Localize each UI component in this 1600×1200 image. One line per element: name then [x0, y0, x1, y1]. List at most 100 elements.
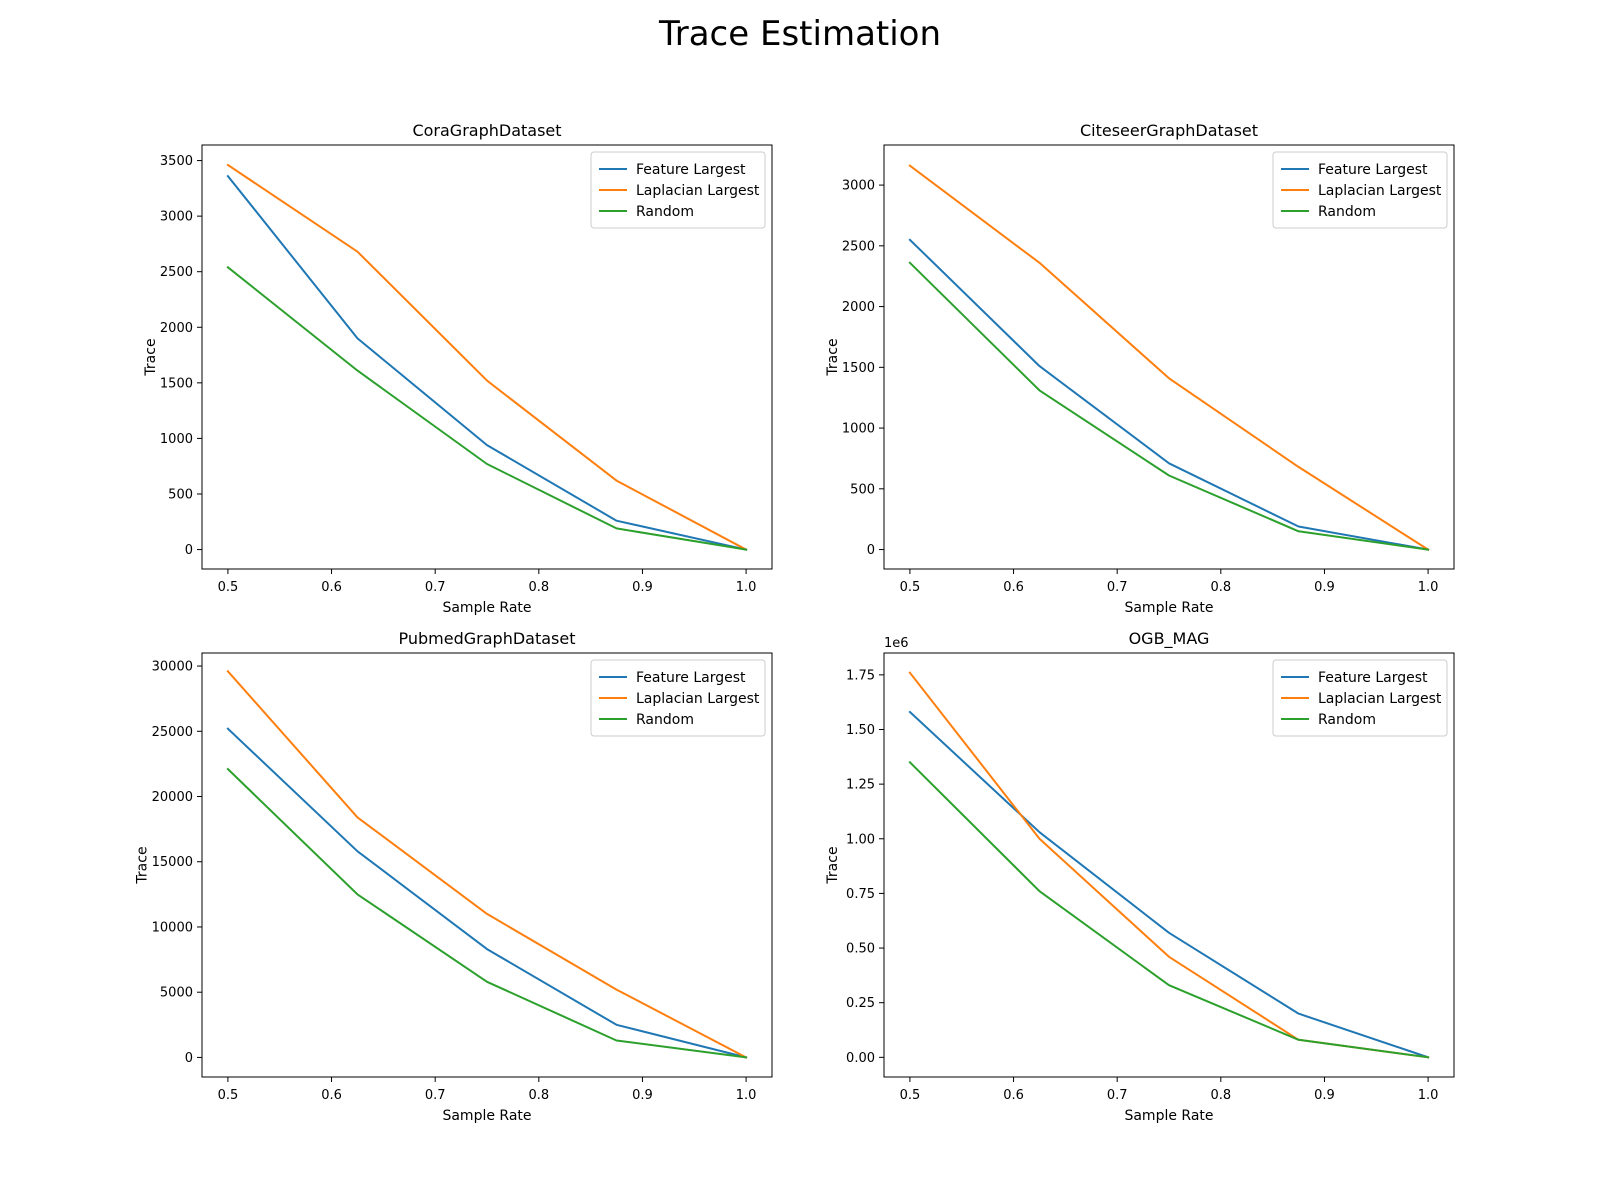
y-axis-label: Trace [135, 846, 151, 884]
y-tick-label: 5000 [160, 986, 193, 1001]
x-tick-label: 0.9 [1314, 1088, 1335, 1103]
x-tick-label: 1.0 [736, 580, 757, 595]
x-tick-label: 1.0 [736, 1088, 757, 1103]
y-tick-label: 0.50 [846, 942, 875, 957]
x-tick-label: 1.0 [1418, 1088, 1439, 1103]
chart-title: CoraGraphDataset [412, 121, 561, 140]
legend: Feature Largest Laplacian Largest Random [590, 659, 766, 737]
x-tick-label: 0.7 [1107, 1088, 1128, 1103]
x-axis-label: Sample Rate [1124, 1108, 1213, 1124]
y-tick-label: 0 [185, 543, 193, 558]
legend-entry: Laplacian Largest [1318, 691, 1442, 707]
x-tick-label: 0.6 [321, 580, 342, 595]
chart-panel-3: PubmedGraphDataset 0.5 0.6 0.7 0.8 0.9 1.0 0 500… [135, 629, 773, 1124]
y-tick-label: 0.25 [846, 996, 875, 1011]
y-tick-label: 500 [850, 482, 875, 497]
y-tick-label: 500 [168, 487, 193, 502]
legend-entry: Random [636, 204, 694, 220]
plot-frame [201, 652, 773, 1078]
series-line-random [226, 767, 748, 1059]
legend-entry: Laplacian Largest [636, 691, 760, 707]
series-line-random [226, 265, 748, 551]
y-tick-label: 3000 [842, 179, 875, 194]
y-tick-label: 2500 [160, 265, 193, 280]
series-line-random [908, 760, 1430, 1059]
x-tick-label: 0.6 [321, 1088, 342, 1103]
legend-entry: Random [636, 712, 694, 728]
series-line-feature-largest [226, 727, 748, 1059]
x-tick-label: 0.5 [900, 580, 921, 595]
chart-title: OGB_MAG [1129, 629, 1210, 649]
chart-panel-2: CiteseerGraphDataset 0.5 0.6 0.7 0.8 0.9 1.0 0 5… [825, 121, 1455, 616]
y-tick-label: 0 [867, 543, 875, 558]
x-tick-label: 0.8 [528, 1088, 549, 1103]
y-tick-label: 1000 [842, 422, 875, 437]
y-tick-label: 2000 [842, 300, 875, 315]
y-tick-label: 0.75 [846, 887, 875, 902]
legend-entry: Feature Largest [636, 162, 746, 178]
y-tick-label: 3500 [160, 154, 193, 169]
y-axis-label: Trace [825, 338, 841, 376]
x-tick-label: 0.9 [632, 580, 653, 595]
legend-entry: Feature Largest [1318, 670, 1428, 686]
plot-frame [201, 144, 773, 570]
y-axis-label: Trace [143, 338, 159, 376]
y-tick-label: 3000 [160, 210, 193, 225]
y-tick-label: 30000 [152, 660, 193, 675]
x-axis-label: Sample Rate [1124, 600, 1213, 616]
x-tick-label: 0.8 [1210, 580, 1231, 595]
y-tick-label: 1000 [160, 432, 193, 447]
y-tick-label: 0.00 [846, 1051, 875, 1066]
legend-entry: Random [1318, 712, 1376, 728]
y-axis-label: Trace [825, 846, 841, 884]
y-tick-label: 1.50 [846, 723, 875, 738]
x-tick-label: 0.5 [218, 1088, 239, 1103]
y-tick-label: 0 [185, 1051, 193, 1066]
legend: Feature Largest Laplacian Largest Random [590, 151, 766, 229]
series-line-laplacian-largest [226, 163, 748, 551]
plot-frame [883, 144, 1455, 570]
chart-panel-4: OGB_MAG 0.5 0.6 0.7 0.8 0.9 1.0 0.00 0.25 0.50 0.7… [825, 629, 1455, 1124]
series-line-feature-largest [908, 710, 1430, 1059]
figure-title: Trace Estimation [658, 14, 942, 54]
y-tick-label: 10000 [152, 920, 193, 935]
chart-panel-1: CoraGraphDataset 0.5 0.6 0.7 0.8 0.9 1.0 0 500 10… [143, 121, 773, 616]
y-tick-label: 1.00 [846, 832, 875, 847]
x-tick-label: 0.9 [1314, 580, 1335, 595]
x-tick-label: 0.5 [900, 1088, 921, 1103]
legend-box [590, 659, 766, 737]
legend-entry: Laplacian Largest [1318, 183, 1442, 199]
legend-box [590, 151, 766, 229]
x-tick-label: 0.8 [1210, 1088, 1231, 1103]
chart-title: PubmedGraphDataset [399, 629, 576, 648]
x-tick-label: 0.8 [528, 580, 549, 595]
series-line-feature-largest [226, 174, 748, 551]
x-tick-label: 0.7 [425, 580, 446, 595]
x-tick-label: 0.9 [632, 1088, 653, 1103]
legend-entry: Feature Largest [1318, 162, 1428, 178]
legend-entry: Random [1318, 204, 1376, 220]
legend-entry: Feature Largest [636, 670, 746, 686]
x-tick-label: 0.5 [218, 580, 239, 595]
series-line-random [908, 261, 1430, 551]
x-tick-label: 1.0 [1418, 580, 1439, 595]
y-tick-label: 2500 [842, 239, 875, 254]
legend-box [1272, 151, 1448, 229]
y-tick-label: 15000 [152, 855, 193, 870]
x-axis-label: Sample Rate [442, 1108, 531, 1124]
series-line-feature-largest [908, 238, 1430, 551]
x-tick-label: 0.6 [1003, 580, 1024, 595]
series-line-laplacian-largest [908, 164, 1430, 551]
y-tick-label: 1.75 [846, 668, 875, 683]
y-offset-label: 1e6 [884, 636, 909, 651]
y-tick-label: 20000 [152, 790, 193, 805]
legend: Feature Largest Laplacian Largest Random [1272, 151, 1448, 229]
y-tick-label: 2000 [160, 321, 193, 336]
plot-frame [883, 652, 1455, 1078]
y-tick-label: 1500 [842, 361, 875, 376]
y-tick-label: 25000 [152, 725, 193, 740]
series-line-laplacian-largest [226, 669, 748, 1059]
chart-title: CiteseerGraphDataset [1080, 121, 1258, 140]
x-tick-label: 0.7 [1107, 580, 1128, 595]
